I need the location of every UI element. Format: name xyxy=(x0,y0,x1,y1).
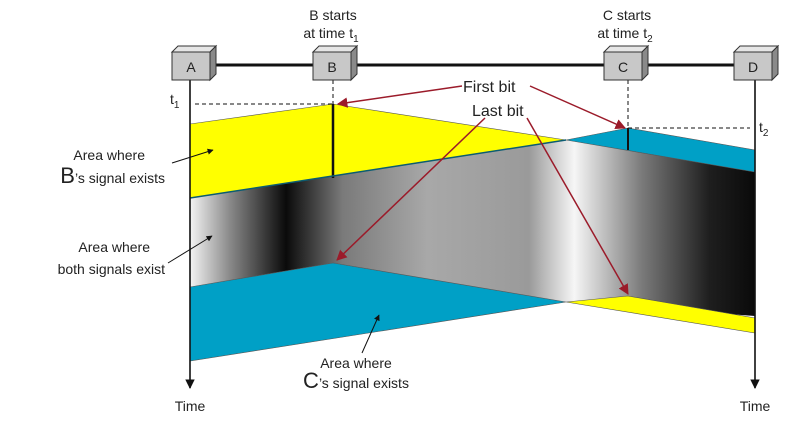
c-starts-line2: at time t2 xyxy=(597,25,653,45)
station-c-label: C xyxy=(618,59,628,75)
station-a-label: A xyxy=(186,59,196,75)
both-area-line1: Area where xyxy=(78,239,150,255)
t2-label: t2 xyxy=(759,119,769,139)
station-c: C xyxy=(602,44,650,82)
t1-label: t1 xyxy=(170,91,180,111)
c-area-line2: C’s signal exists xyxy=(303,368,409,393)
c-area-line1: Area where xyxy=(320,355,392,371)
b-area-line2: B’s signal exists xyxy=(60,163,165,188)
first-bit-arrow-b xyxy=(336,85,463,108)
station-b-label: B xyxy=(327,59,336,75)
first-bit-arrow-c xyxy=(529,85,626,129)
b-starts-line1: B starts xyxy=(309,7,356,23)
c-area-pointer xyxy=(361,314,380,354)
both-area-pointer xyxy=(167,235,213,264)
station-d-label: D xyxy=(748,59,758,75)
station-b: B xyxy=(311,44,359,82)
last-bit-arrow-c xyxy=(526,117,629,295)
band-edge xyxy=(189,139,567,199)
c-starts-line1: C starts xyxy=(603,7,651,23)
time-label-left: Time xyxy=(175,398,206,414)
b-area-pointer xyxy=(171,148,214,164)
b-starts-line2: at time t1 xyxy=(303,25,359,45)
both-signals-area xyxy=(190,140,755,316)
time-label-right: Time xyxy=(740,398,771,414)
first-bit-label: First bit xyxy=(463,79,516,96)
station-a: A xyxy=(170,44,218,82)
last-bit-label: Last bit xyxy=(472,103,524,120)
last-bit-arrow-b xyxy=(336,117,486,261)
station-d: D xyxy=(732,44,780,82)
b-area-line1: Area where xyxy=(73,147,145,163)
both-area-line2: both signals exist xyxy=(58,261,166,277)
